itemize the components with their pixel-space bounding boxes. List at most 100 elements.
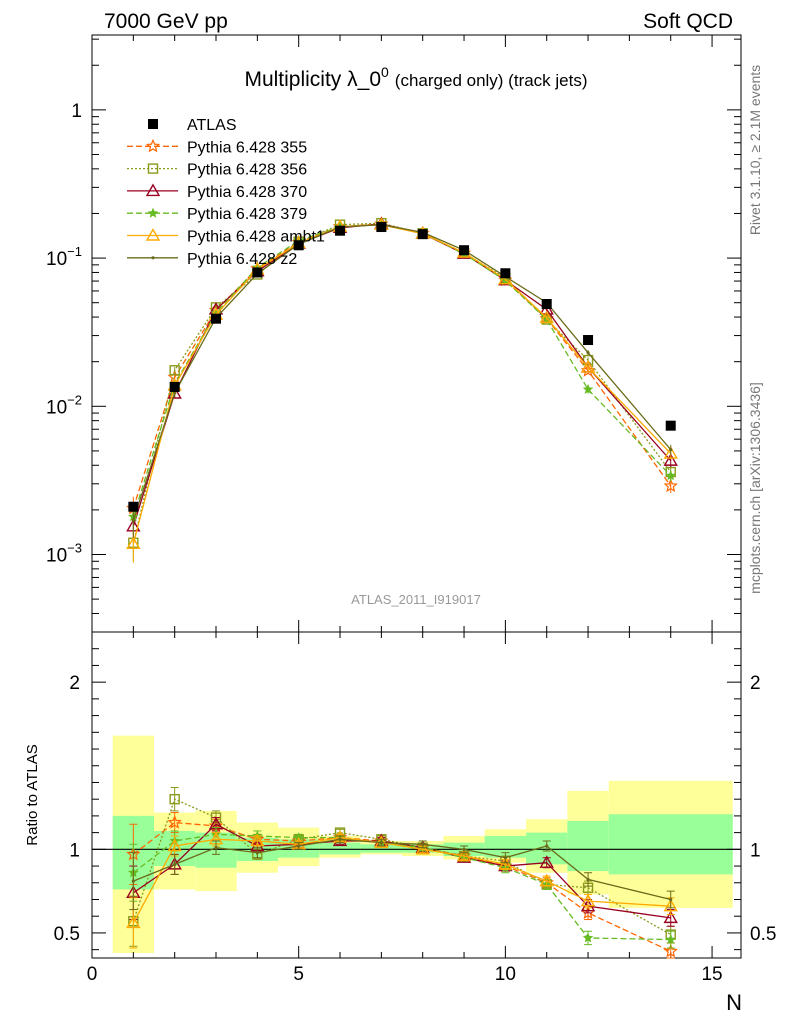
ratio-point-p370 — [539, 855, 554, 868]
ratio-point-p356 — [169, 793, 180, 805]
series-point-pz2 — [586, 351, 590, 355]
ratio-point-pz2 — [669, 897, 673, 902]
ratio-y-tick-label-right: 0.5 — [750, 924, 776, 945]
main-panel-series — [126, 216, 678, 563]
rivet-side-label: Rivet 3.1.10, ≥ 2.1M events — [747, 65, 763, 235]
header-right-label: Soft QCD — [643, 10, 733, 33]
plot-title: Multiplicity λ_00 (charged only) (track j… — [244, 64, 587, 91]
ratio-point-pambt1 — [663, 898, 678, 912]
series-point-pz2 — [131, 518, 135, 522]
ratio-point-p370 — [663, 910, 678, 924]
ratio-series-pz2 — [129, 835, 675, 911]
ratio-point-pambt1 — [498, 856, 513, 870]
ratio-y-tick-label-left: 2 — [69, 673, 80, 694]
plot-title-main: Multiplicity λ_0 — [244, 68, 381, 91]
atlas-data-point — [500, 268, 511, 279]
x-tick-label: 10 — [495, 964, 516, 985]
legend-entry-p355: Pythia 6.428 355 — [127, 138, 307, 156]
ratio-point-p355 — [663, 943, 678, 958]
ratio-point-pz2 — [586, 877, 590, 882]
ratio-panel-border — [91, 631, 742, 959]
series-line-p356 — [132, 222, 672, 543]
x-axis-label: N — [726, 990, 742, 1015]
series-point-pambt1 — [539, 310, 554, 324]
main-y-tick-label: 10−1 — [46, 244, 82, 270]
legend-marker-p355 — [145, 138, 161, 153]
ratio-point-pz2 — [545, 844, 549, 848]
ratio-axis-label: Ratio to ATLAS — [24, 744, 41, 845]
ratio-point-pambt1 — [250, 833, 265, 847]
legend-label-p379: Pythia 6.428 379 — [187, 206, 307, 223]
atlas-data-point — [128, 501, 139, 512]
legend-marker-p379 — [147, 207, 159, 218]
ratio-band-inner — [360, 844, 403, 853]
atlas-data-point — [293, 240, 304, 251]
ratio-y-tick-label-right: 1 — [750, 840, 761, 861]
atlas-data-point — [376, 222, 387, 233]
ratio-point-pz2 — [379, 841, 383, 845]
atlas-data-point — [211, 313, 222, 324]
ratio-band-inner — [608, 814, 733, 875]
main-y-tick-label: 10−2 — [46, 392, 82, 418]
main-y-tick-label: 10−3 — [46, 541, 82, 567]
ratio-y-tick-label-left: 1 — [69, 840, 80, 861]
mcplots-side-label: mcplots.cern.ch [arXiv:1306.3436] — [747, 382, 763, 594]
ratio-point-pambt1 — [126, 915, 141, 929]
header-left-label: 7000 GeV pp — [104, 10, 228, 33]
series-point-pambt1 — [580, 359, 596, 373]
legend-entry-p370: Pythia 6.428 370 — [127, 183, 307, 201]
legend-entry-atlas: ATLAS — [148, 117, 237, 134]
series-point-pz2 — [173, 391, 177, 395]
legend-label-pz2: Pythia 6.428 z2 — [187, 251, 297, 268]
legend-entry-p379: Pythia 6.428 379 — [127, 206, 307, 223]
plot-title-superscript: 0 — [381, 64, 389, 80]
legend-label-pambt1: Pythia 6.428 ambt1 — [187, 229, 325, 246]
ratio-point-pz2 — [255, 851, 259, 855]
series-point-p379 — [665, 470, 677, 481]
series-point-pz2 — [669, 448, 673, 452]
ratio-point-p379 — [665, 934, 677, 945]
atlas-data-point — [541, 298, 552, 309]
ratio-band-inner — [484, 835, 527, 858]
x-tick-label: 15 — [701, 964, 722, 985]
ratio-y-tick-label-right: 2 — [750, 673, 761, 694]
legend-label-atlas: ATLAS — [187, 117, 237, 134]
legend-entry-pz2: Pythia 6.428 z2 — [127, 251, 297, 268]
ratio-point-pambt1 — [167, 838, 182, 852]
ratio-point-pambt1 — [415, 841, 430, 855]
series-point-pambt1 — [663, 446, 678, 459]
ratio-point-pz2 — [131, 879, 135, 883]
legend-marker-pambt1 — [145, 228, 161, 241]
main-y-tick-label: 1 — [71, 101, 82, 122]
atlas-data-point — [583, 335, 594, 346]
plot-title-suffix: (charged only) (track jets) — [395, 71, 588, 90]
atlas-data-point — [665, 420, 676, 431]
ratio-band-inner — [567, 820, 609, 872]
x-tick-label: 0 — [87, 964, 98, 985]
atlas-data-point — [335, 225, 346, 236]
ratio-point-pambt1 — [456, 848, 472, 862]
atlas-data-point — [252, 267, 263, 278]
ratio-point-pz2 — [173, 862, 177, 866]
series-point-p370 — [663, 453, 678, 466]
legend-entry-p356: Pythia 6.428 356 — [127, 162, 307, 179]
ratio-point-pz2 — [462, 847, 466, 851]
ratio-point-pz2 — [421, 842, 425, 846]
series-point-p355 — [663, 478, 678, 493]
ratio-point-p379 — [582, 932, 594, 943]
atlas-data-point — [169, 381, 180, 392]
ratio-y-tick-label-left: 0.5 — [54, 924, 80, 945]
series-p356 — [128, 217, 676, 562]
x-tick-label: 5 — [293, 964, 304, 985]
atlas-data-point — [417, 229, 428, 240]
ratio-panel-series — [126, 786, 678, 959]
atlas-data-points — [128, 222, 676, 512]
ratio-point-pz2 — [338, 837, 342, 841]
ratio-point-pambt1 — [539, 873, 554, 887]
ratio-point-pz2 — [214, 846, 218, 850]
series-point-p356 — [169, 365, 180, 376]
legend-marker-atlas — [148, 119, 158, 129]
ratio-point-pz2 — [503, 856, 507, 860]
legend-label-p355: Pythia 6.428 355 — [187, 139, 307, 156]
